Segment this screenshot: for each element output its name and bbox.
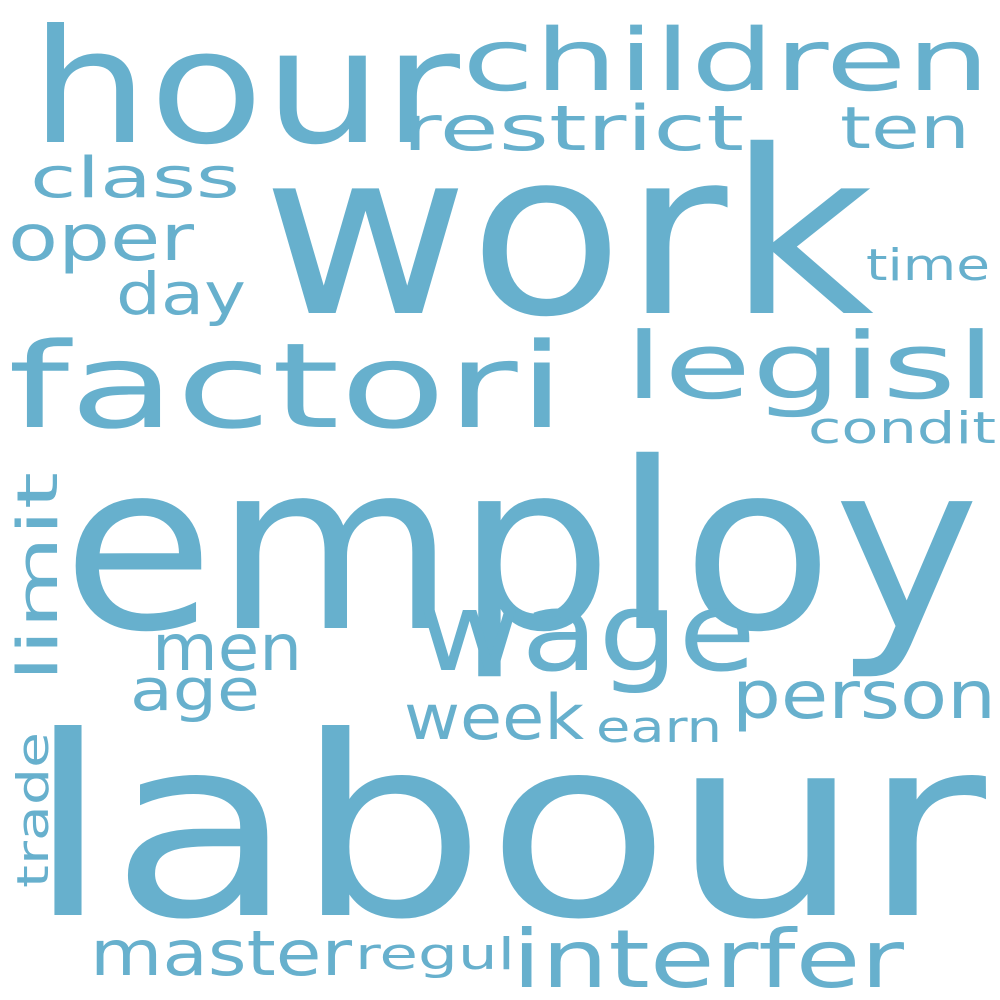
- word-legisl: legisl: [624, 313, 996, 420]
- word-earn: earn: [596, 702, 722, 753]
- word-limit: limit: [6, 472, 71, 682]
- word-week: week: [404, 681, 584, 754]
- word-time: time: [866, 240, 990, 291]
- word-class: class: [30, 146, 240, 211]
- word-factori: factori: [8, 317, 566, 455]
- word-men: men: [152, 612, 302, 686]
- word-wage: wage: [418, 568, 756, 696]
- word-interfer: interfer: [512, 913, 904, 1000]
- word-labour: labour: [26, 683, 986, 974]
- word-day: day: [116, 260, 246, 328]
- word-work: work: [262, 101, 874, 367]
- word-person: person: [732, 657, 996, 734]
- word-regul: regul: [355, 929, 515, 980]
- word-hour: hour: [30, 0, 460, 180]
- word-trade: trade: [8, 732, 59, 888]
- word-restrict: restrict: [402, 92, 744, 165]
- word-children: children: [462, 11, 990, 111]
- word-master: master: [90, 917, 353, 990]
- word-employ: employ: [62, 413, 980, 683]
- word-age: age: [130, 656, 260, 724]
- word-oper: oper: [8, 202, 195, 276]
- word-condit: condit: [808, 403, 996, 454]
- word-ten: ten: [840, 94, 970, 162]
